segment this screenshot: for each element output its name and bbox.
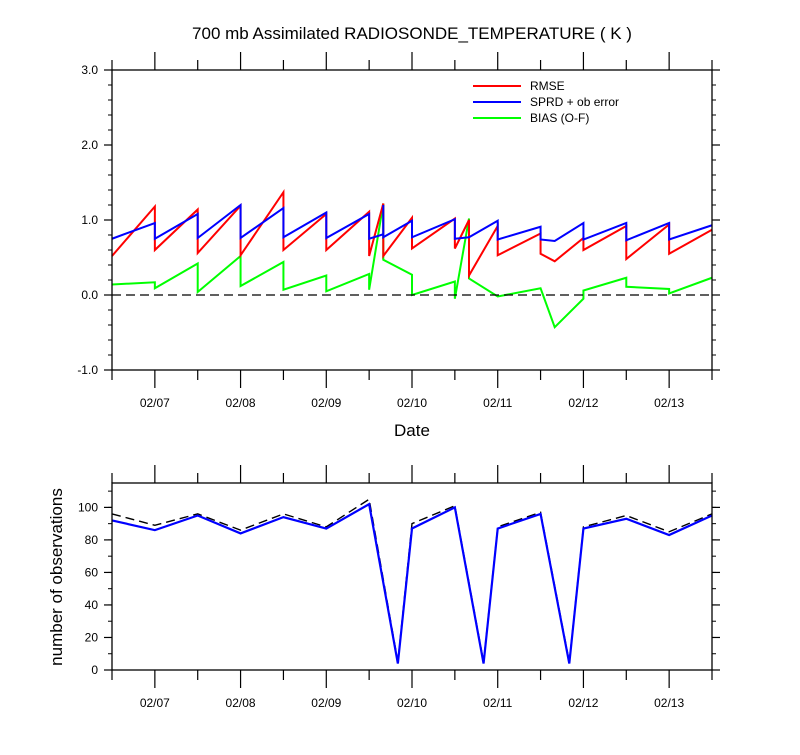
bottom-xtick-label: 02/09 [311,696,341,710]
bottom-plot-frame [111,482,713,671]
top-xtick-label: 02/11 [483,396,512,410]
obs-line-assimilated [111,502,713,664]
top-ytick-label: 1.0 [81,213,98,227]
top-series-lines [111,189,713,330]
bottom-xtick-label: 02/08 [226,696,256,710]
legend-label: BIAS (O-F) [530,111,589,125]
bottom-axes: 0 20 40 60 80 100 02/07 02/08 02/09 02/10 02/11 02/… [78,465,720,710]
top-xtick-label: 02/09 [311,396,341,410]
bottom-xtick-label: 02/11 [483,696,512,710]
top-axes: -1.0 0.0 1.0 2.0 3.0 02/07 02/08 02/09 02/10 02/1… [77,52,720,410]
bottom-xtick-label: 02/10 [397,696,427,710]
bottom-ytick-label: 20 [85,630,99,644]
bottom-ytick-label: 100 [78,500,98,514]
bottom-ytick-label: 40 [85,598,99,612]
bottom-ytick-label: 80 [85,533,99,547]
x-axis-label-date: Date [394,421,430,440]
bottom-xtick-label: 02/13 [654,696,684,710]
bottom-ytick-label: 60 [85,565,99,579]
top-plot-frame [111,69,713,371]
top-xtick-label: 02/10 [397,396,427,410]
top-ytick-label: -1.0 [77,363,98,377]
bottom-xtick-label: 02/07 [140,696,170,710]
obs-line-possible [111,498,713,663]
top-plot-panel: -1.0 0.0 1.0 2.0 3.0 02/07 02/08 02/09 02/10 02/1… [77,52,720,410]
series-line-sprd-ob-error [111,202,713,243]
top-ytick-label: 2.0 [81,138,98,152]
legend: RMSE SPRD + ob error BIAS (O-F) [473,79,619,125]
bottom-ytick-label: 0 [91,663,98,677]
y-axis-label-observations: number of observations [47,488,66,666]
top-xtick-label: 02/12 [568,396,598,410]
bottom-xtick-label: 02/12 [568,696,598,710]
chart-title: 700 mb Assimilated RADIOSONDE_TEMPERATUR… [192,24,632,43]
top-ytick-label: 3.0 [81,63,98,77]
top-xtick-label: 02/08 [226,396,256,410]
top-xtick-label: 02/13 [654,396,684,410]
legend-label: RMSE [530,79,565,93]
legend-label: SPRD + ob error [530,95,619,109]
top-xtick-label: 02/07 [140,396,170,410]
bottom-plot-panel: 0 20 40 60 80 100 02/07 02/08 02/09 02/10 02/11 02/… [78,465,720,710]
top-ytick-label: 0.0 [81,288,98,302]
bottom-series-lines [111,498,713,664]
